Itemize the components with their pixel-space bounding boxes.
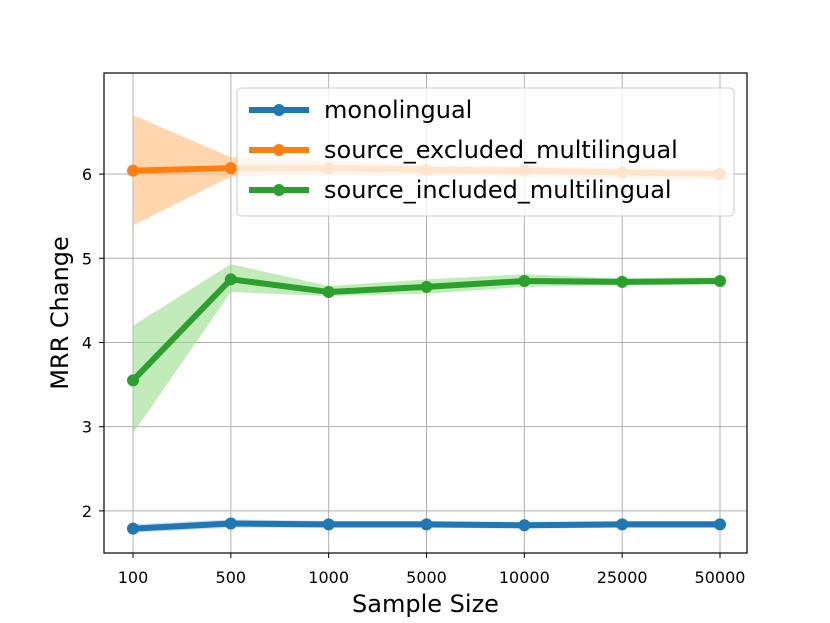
x-tick-label: 100 <box>118 568 149 587</box>
data-point <box>714 275 726 287</box>
x-tick-label: 500 <box>216 568 247 587</box>
y-axis-label: MRR Change <box>46 236 74 390</box>
data-point <box>127 374 139 387</box>
data-point <box>224 273 237 286</box>
data-point <box>322 285 335 298</box>
x-tick-label: 1000 <box>308 568 349 587</box>
legend-marker <box>273 104 285 116</box>
y-tick-label: 6 <box>82 165 92 184</box>
x-tick-label: 5000 <box>406 568 447 587</box>
data-point <box>616 518 629 531</box>
legend-marker <box>273 144 285 156</box>
data-point <box>127 164 139 177</box>
legend-marker <box>273 184 285 196</box>
x-axis-label: Sample Size <box>352 590 499 618</box>
data-point <box>518 275 531 287</box>
y-tick-label: 4 <box>82 333 92 352</box>
legend-label: source_excluded_multilingual <box>324 136 678 164</box>
legend-label: source_included_multilingual <box>324 176 672 204</box>
x-tick-label: 50000 <box>695 568 746 587</box>
y-tick-label: 2 <box>82 502 92 521</box>
data-point <box>420 518 433 531</box>
data-point <box>420 280 433 293</box>
data-point <box>224 517 237 530</box>
legend-label: monolingual <box>324 96 472 124</box>
legend: monolingual source_excluded_multilinguals… <box>236 87 735 217</box>
data-point <box>322 518 335 531</box>
x-tick-label: 10000 <box>499 568 550 587</box>
plot-frame <box>103 72 748 554</box>
x-tick-label: 25000 <box>597 568 648 587</box>
data-point <box>127 522 139 535</box>
data-point <box>714 518 726 531</box>
data-point <box>518 519 531 532</box>
data-point <box>616 275 629 288</box>
x-axis-ticks: 100 500 1000 5000 10000 25000 50000 <box>118 553 746 587</box>
legend-frame <box>236 87 735 217</box>
y-axis-ticks: 2 3 4 5 6 <box>82 165 104 521</box>
data-point <box>224 162 237 175</box>
y-tick-label: 3 <box>82 418 92 437</box>
y-tick-label: 5 <box>82 249 92 268</box>
